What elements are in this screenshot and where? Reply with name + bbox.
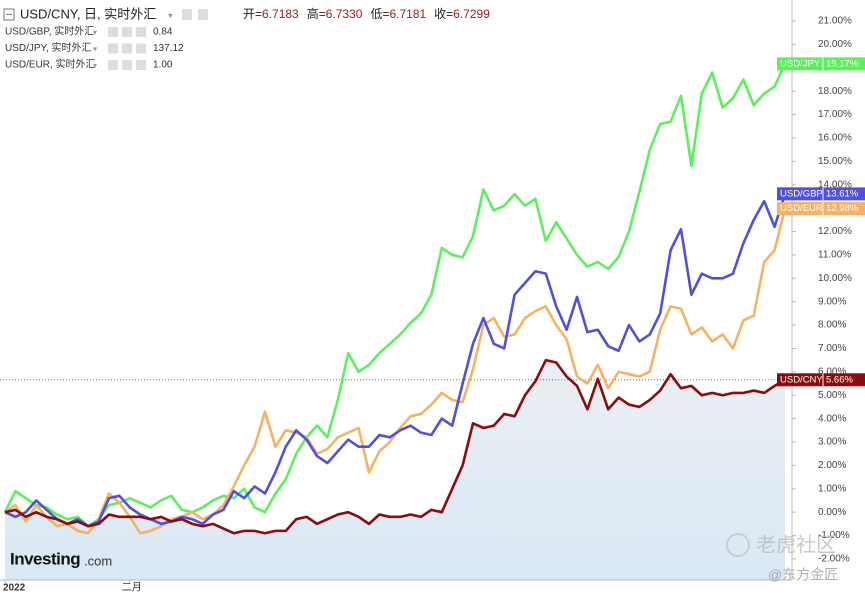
y-tick-label: 2.00% xyxy=(818,460,846,471)
legend-price: 137.12 xyxy=(153,43,184,54)
y-tick-label: 9.00% xyxy=(818,296,846,307)
area xyxy=(5,360,785,580)
end-label-box xyxy=(777,202,865,216)
symbol-title: USD/CNY, 日, 实时外汇 xyxy=(20,6,156,21)
y-tick-label: 8.00% xyxy=(818,320,846,331)
legend-price: 0.84 xyxy=(153,27,173,38)
y-tick-label: 18.00% xyxy=(818,86,852,97)
icon-button[interactable] xyxy=(136,27,146,37)
ohlc-value: 6.7181 xyxy=(389,7,426,21)
ohlc-value: 6.7183 xyxy=(262,7,299,21)
icon-button[interactable] xyxy=(108,43,118,54)
icon-button[interactable] xyxy=(136,43,146,54)
x-tick-label: 2022 xyxy=(3,583,26,594)
x-tick-label: 二月 xyxy=(122,582,142,594)
end-label-value: 12.98% xyxy=(826,203,859,214)
y-tick-label: 5.00% xyxy=(818,390,846,401)
ohlc-label: 收= xyxy=(434,7,453,21)
icon-button[interactable] xyxy=(136,60,146,70)
logo-suffix: .com xyxy=(84,553,112,568)
end-label-value: 5.66% xyxy=(826,374,853,385)
header: USD/CNY, 日, 实时外汇 ▾ 开= 6.7183 高= 6.7330 低= 6.7… xyxy=(3,6,490,21)
y-tick-label: -1.00% xyxy=(818,530,850,541)
icon-button[interactable] xyxy=(122,27,132,37)
dropdown-arrow: ▾ xyxy=(93,45,97,54)
y-tick-label: 20.00% xyxy=(818,39,852,50)
series-line xyxy=(4,193,787,528)
ohlc-label: 开= xyxy=(243,7,262,21)
end-label-box xyxy=(777,57,865,71)
y-tick-label: -2.00% xyxy=(818,554,850,565)
icon-button[interactable] xyxy=(122,43,132,54)
series-line xyxy=(3,63,787,528)
y-tick-label: 21.00% xyxy=(818,16,852,27)
end-label-value: 13.61% xyxy=(826,188,859,199)
y-tick-label: 6.00% xyxy=(818,366,846,377)
y-tick-label: 10.00% xyxy=(818,273,852,284)
ohlc-label: 低= xyxy=(370,7,389,21)
y-tick-label: 1.00% xyxy=(818,483,846,494)
y-tick-label: 17.00% xyxy=(818,109,852,120)
dropdown-arrow[interactable]: ▾ xyxy=(168,10,173,20)
y-tick-label: 14.00% xyxy=(818,179,852,190)
y-tick-label: 4.00% xyxy=(818,413,846,424)
legend-price: 1.00 xyxy=(153,60,173,71)
y-tick-label: 7.00% xyxy=(818,343,846,354)
y-tick-label: 15.00% xyxy=(818,156,852,167)
logo: Investing xyxy=(10,549,80,568)
dropdown-arrow: ▾ xyxy=(93,61,97,70)
icon-button[interactable] xyxy=(198,9,208,20)
end-label-name: USD/CNY xyxy=(780,374,823,385)
end-label-box xyxy=(777,373,865,387)
icon-button[interactable] xyxy=(122,60,132,70)
icon-button[interactable] xyxy=(108,60,118,70)
y-tick-label: 12.00% xyxy=(818,226,852,237)
legend-name: USD/EUR, 实时外汇 xyxy=(5,58,96,71)
end-label-name: USD/GBP xyxy=(780,188,823,199)
icon-button[interactable] xyxy=(108,27,118,37)
y-tick-label: 0.00% xyxy=(818,507,846,518)
watermark: @东方金匠 xyxy=(768,567,838,583)
icon-button[interactable] xyxy=(182,9,192,20)
dropdown-arrow: ▾ xyxy=(93,28,97,37)
legend-name: USD/GBP, 实时外汇 xyxy=(5,25,94,38)
watermark: 老虎社区 xyxy=(756,533,836,556)
series-line xyxy=(4,358,786,535)
y-tick-label: 11.00% xyxy=(818,250,851,261)
plot-area: Investing .com xyxy=(0,63,792,580)
end-label-name: USD/EUR xyxy=(780,203,823,214)
ohlc-value: 6.7330 xyxy=(326,7,363,21)
y-tick-label: 3.00% xyxy=(818,437,846,448)
y-tick-label: 16.00% xyxy=(818,133,852,144)
ohlc-label: 高= xyxy=(307,6,326,21)
end-label-value: 19.17% xyxy=(826,58,859,69)
end-label-name: USD/JPY xyxy=(780,58,821,69)
ohlc-value: 6.7299 xyxy=(453,7,490,21)
collapse-icon[interactable] xyxy=(3,8,15,21)
watermark-icon xyxy=(726,533,750,557)
legend-name: USD/JPY, 实时外汇 xyxy=(5,41,92,54)
end-label-box xyxy=(777,187,865,201)
